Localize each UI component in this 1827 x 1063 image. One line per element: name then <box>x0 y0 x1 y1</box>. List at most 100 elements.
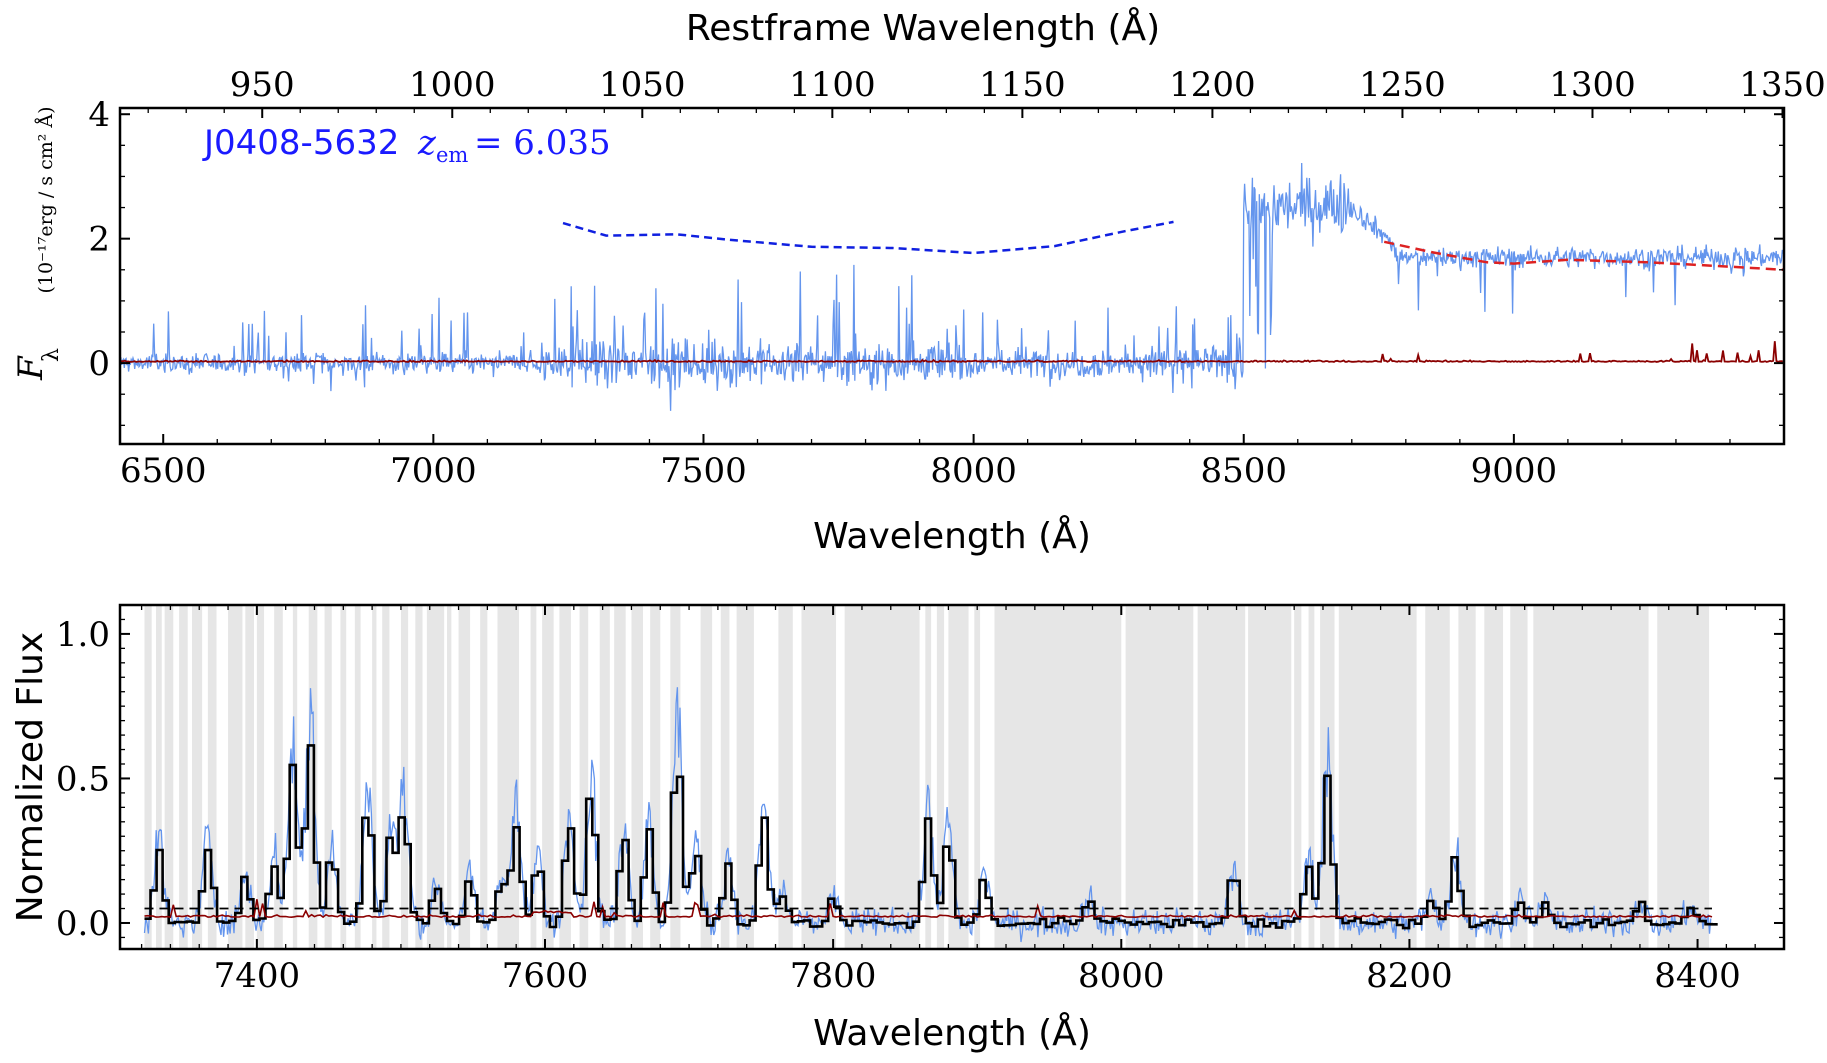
masked-region <box>340 605 347 949</box>
top-panel: 6500 7000 7500 8000 8500 9000 950 1000 1050 1100 1… <box>11 6 1826 557</box>
masked-region <box>480 605 488 949</box>
bottom-ytick-label: 0.0 <box>56 904 110 944</box>
bottom-xtick-label: 7400 <box>214 956 301 996</box>
masked-region <box>1294 605 1302 949</box>
masked-region <box>559 605 571 949</box>
masked-region <box>948 605 969 949</box>
masked-region <box>1248 605 1292 949</box>
bottom-xtick-label: 8200 <box>1366 956 1453 996</box>
masked-region <box>599 605 610 949</box>
top-ticks: 6500 7000 7500 8000 8500 9000 950 1000 1050 1100 1… <box>88 65 1825 491</box>
top-ytick-label: 2 <box>88 220 110 260</box>
restframe-xtick-label: 1250 <box>1359 65 1446 105</box>
top-plot-area <box>120 162 1784 411</box>
top-xtick-label: 9000 <box>1471 451 1558 491</box>
bottom-ytick-label: 0.5 <box>56 759 110 799</box>
top-ylabel-units: (10⁻¹⁷erg / s cm² Å) <box>35 106 57 293</box>
masked-region <box>426 605 445 949</box>
masked-region <box>994 605 1122 949</box>
bottom-xtick-label: 8000 <box>1078 956 1165 996</box>
masked-region <box>778 605 793 949</box>
top-ytick-label: 4 <box>88 95 110 135</box>
masked-region <box>1510 605 1528 949</box>
masked-region <box>256 605 265 949</box>
masked-region <box>670 605 681 949</box>
restframe-xtick-label: 1200 <box>1169 65 1256 105</box>
top-ylabel-subscript: λ <box>39 348 64 362</box>
top-xtick-label: 8000 <box>930 451 1017 491</box>
masked-region <box>1308 605 1315 949</box>
bottom-xtick-label: 7800 <box>790 956 877 996</box>
top-continuum-prediction <box>562 220 1174 255</box>
bottom-plot-area <box>143 605 1718 949</box>
masked-region <box>382 605 390 949</box>
top-restframe-xlabel: Restframe Wavelength (Å) <box>686 6 1160 49</box>
masked-region <box>207 605 217 949</box>
masked-region <box>274 605 283 949</box>
top-xlabel: Wavelength (Å) <box>813 514 1091 557</box>
masked-region <box>324 605 332 949</box>
masked-region <box>650 605 661 949</box>
masked-region <box>497 605 520 949</box>
top-flux-line <box>120 162 1784 411</box>
top-ytick-label: 0 <box>88 344 110 384</box>
masked-region <box>1125 605 1194 949</box>
bottom-xtick-label: 7600 <box>502 956 589 996</box>
bottom-axes-frame <box>118 603 1786 951</box>
masked-region <box>156 605 162 949</box>
masked-region <box>164 605 174 949</box>
masked-region <box>542 605 554 949</box>
top-xtick-label: 7500 <box>660 451 747 491</box>
masked-region <box>801 605 837 949</box>
masked-region <box>579 605 589 949</box>
masked-region <box>228 605 243 949</box>
top-xtick-label: 8500 <box>1200 451 1287 491</box>
top-ylabel-symbol: F <box>11 355 51 381</box>
bottom-ytick-label: 1.0 <box>56 615 110 655</box>
redshift-value: = 6.035 <box>474 123 611 163</box>
masked-region <box>614 605 626 949</box>
redshift-symbol: z <box>417 123 437 163</box>
bottom-error-line <box>144 899 1713 919</box>
top-xtick-label: 6500 <box>120 451 207 491</box>
bottom-ticks: 7400 7600 7800 8000 8200 8400 0.0 0.5 1.0 <box>56 605 1785 996</box>
bottom-panel: 7400 7600 7800 8000 8200 8400 0.0 0.5 1.0 Wavele… <box>10 603 1786 1054</box>
top-error-line <box>120 341 1784 364</box>
masked-region <box>936 605 945 949</box>
restframe-xtick-label: 1350 <box>1739 65 1826 105</box>
masked-region <box>1533 605 1649 949</box>
restframe-xtick-label: 1050 <box>599 65 686 105</box>
masked-region <box>1458 605 1476 949</box>
masked-region <box>447 605 452 949</box>
restframe-xtick-label: 950 <box>230 65 295 105</box>
top-ylabel: F λ (10⁻¹⁷erg / s cm² Å) <box>11 106 64 381</box>
masked-region <box>372 605 377 949</box>
masked-region <box>1197 605 1246 949</box>
restframe-xtick-label: 1100 <box>789 65 876 105</box>
masked-region <box>700 605 713 949</box>
masked-region <box>530 605 537 949</box>
top-axes-frame <box>118 106 1786 446</box>
restframe-xtick-label: 1300 <box>1549 65 1636 105</box>
restframe-xtick-label: 1000 <box>409 65 496 105</box>
top-xtick-label: 7000 <box>390 451 477 491</box>
masked-region <box>925 605 932 949</box>
masked-region <box>631 605 643 949</box>
masked-region <box>354 605 361 949</box>
masked-region <box>844 605 920 949</box>
masked-region <box>144 605 152 949</box>
restframe-xtick-label: 1150 <box>979 65 1066 105</box>
masked-region <box>192 605 203 949</box>
masked-region <box>736 605 754 949</box>
masked-region <box>1484 605 1504 949</box>
masked-region <box>245 605 254 949</box>
masked-region <box>179 605 188 949</box>
object-annotation: J0408-5632 z em = 6.035 <box>202 123 611 167</box>
masked-region <box>974 605 981 949</box>
masked-region <box>1338 605 1417 949</box>
bottom-xlabel: Wavelength (Å) <box>813 1011 1091 1054</box>
masked-region <box>1657 605 1710 949</box>
bottom-xtick-label: 8400 <box>1654 956 1741 996</box>
masked-region <box>458 605 471 949</box>
